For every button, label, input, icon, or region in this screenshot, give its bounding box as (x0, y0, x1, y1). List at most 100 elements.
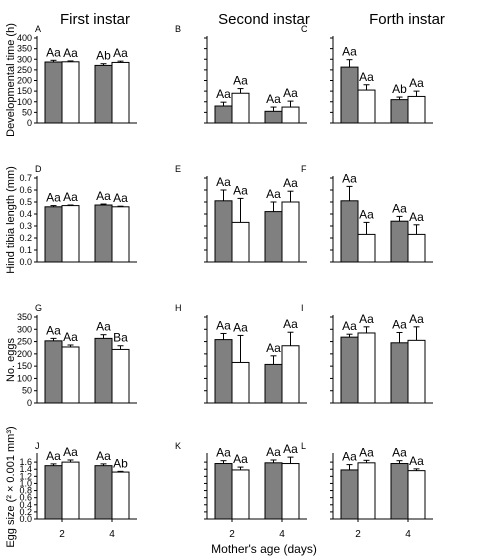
bar-light (231, 469, 250, 520)
bar-light (357, 462, 376, 520)
significance-label: Aa (233, 74, 248, 88)
bar-light (357, 89, 376, 124)
bar-light (407, 339, 426, 404)
bar-light (231, 221, 250, 263)
significance-label: Aa (283, 86, 298, 100)
significance-label: Aa (342, 45, 357, 59)
y-tick-label: 150 (17, 361, 32, 371)
bar-light (407, 233, 426, 263)
panel-letter: H (175, 303, 182, 313)
bar-dark (340, 336, 359, 404)
y-tick-label: 1.2 (19, 471, 32, 481)
x-axis-title: Mother's age (days) (211, 542, 317, 556)
bar-dark (214, 339, 233, 404)
bar-dark (340, 66, 359, 124)
panel-letter: L (301, 441, 306, 451)
bar-light (111, 206, 130, 263)
y-tick-label: 0.6 (19, 493, 32, 503)
significance-label: Aa (266, 445, 281, 459)
y-tick-label: 0 (27, 118, 32, 128)
significance-label: Aa (359, 70, 374, 84)
significance-label: Aa (409, 312, 424, 326)
bar-light (61, 205, 80, 263)
x-tick-label: 4 (279, 529, 285, 540)
y-tick-label: 200 (17, 76, 32, 86)
significance-label: Aa (283, 317, 298, 331)
y-tick-label: 200 (17, 349, 32, 359)
significance-label: Aa (63, 330, 78, 344)
significance-label: Aa (216, 318, 231, 332)
bar-dark (264, 110, 283, 124)
significance-label: Aa (46, 191, 61, 205)
bar-light (357, 332, 376, 404)
panel-letter: E (175, 164, 181, 174)
significance-label: Aa (63, 46, 78, 60)
y-tick-label: 0.0 (19, 514, 32, 524)
bar-light (407, 470, 426, 520)
row-ylabel: Egg size (² × 0.001 mm³) (5, 426, 17, 547)
y-tick-label: 1.6 (19, 457, 32, 467)
bar-light (111, 471, 130, 520)
y-tick-label: 150 (17, 86, 32, 96)
column-title: Second instar (218, 11, 310, 28)
bar-light (281, 106, 300, 124)
panel-letter: B (175, 24, 181, 34)
bar-light (111, 348, 130, 404)
y-tick-label: 100 (17, 373, 32, 383)
bar-light (407, 95, 426, 124)
y-tick-label: 0.7 (19, 173, 32, 183)
bar-light (281, 345, 300, 404)
significance-label: Aa (96, 320, 111, 334)
row-ylabel: No. eggs (5, 337, 17, 382)
bar-dark (340, 469, 359, 520)
significance-label: Aa (46, 449, 61, 463)
y-tick-label: 0.0 (19, 257, 32, 267)
y-tick-label: 350 (17, 44, 32, 54)
y-tick-label: 1.0 (19, 478, 32, 488)
bar-dark (94, 465, 113, 520)
panel-letter: K (175, 441, 181, 451)
x-tick-label: 2 (229, 529, 235, 540)
bar-light (231, 361, 250, 404)
y-tick-label: 0.6 (19, 185, 32, 195)
bar-dark (214, 200, 233, 263)
significance-label: Aa (359, 445, 374, 459)
column-title: Forth instar (369, 11, 445, 28)
bar-dark (44, 206, 63, 263)
significance-label: Aa (342, 319, 357, 333)
y-tick-label: 50 (22, 107, 32, 117)
y-tick-label: 250 (17, 65, 32, 75)
bar-dark (94, 64, 113, 124)
panel-letter: D (35, 164, 42, 174)
bar-light (61, 461, 80, 520)
y-tick-label: 300 (17, 324, 32, 334)
bar-dark (390, 342, 409, 404)
bar-light (281, 463, 300, 520)
y-tick-label: 0.2 (19, 507, 32, 517)
significance-label: Aa (409, 76, 424, 90)
panel-letter: I (301, 303, 304, 313)
significance-label: Aa (392, 201, 407, 215)
significance-label: Aa (359, 207, 374, 221)
significance-label: Ab (96, 49, 111, 63)
y-tick-label: 1.4 (19, 464, 32, 474)
bar-dark (390, 99, 409, 124)
significance-label: Ab (113, 456, 128, 470)
significance-label: Aa (392, 317, 407, 331)
significance-label: Aa (283, 176, 298, 190)
panel-letter: F (301, 164, 307, 174)
bar-light (357, 233, 376, 263)
bar-dark (390, 220, 409, 263)
x-tick-label: 2 (59, 529, 65, 540)
significance-label: Aa (342, 171, 357, 185)
significance-label: Aa (359, 312, 374, 326)
y-tick-label: 0.2 (19, 233, 32, 243)
significance-label: Ab (392, 82, 407, 96)
bar-light (61, 346, 80, 404)
significance-label: Aa (46, 45, 61, 59)
significance-label: Ba (113, 331, 128, 345)
y-tick-label: 0.4 (19, 209, 32, 219)
bar-dark (264, 211, 283, 263)
bar-dark (44, 61, 63, 124)
bar-dark (214, 463, 233, 520)
